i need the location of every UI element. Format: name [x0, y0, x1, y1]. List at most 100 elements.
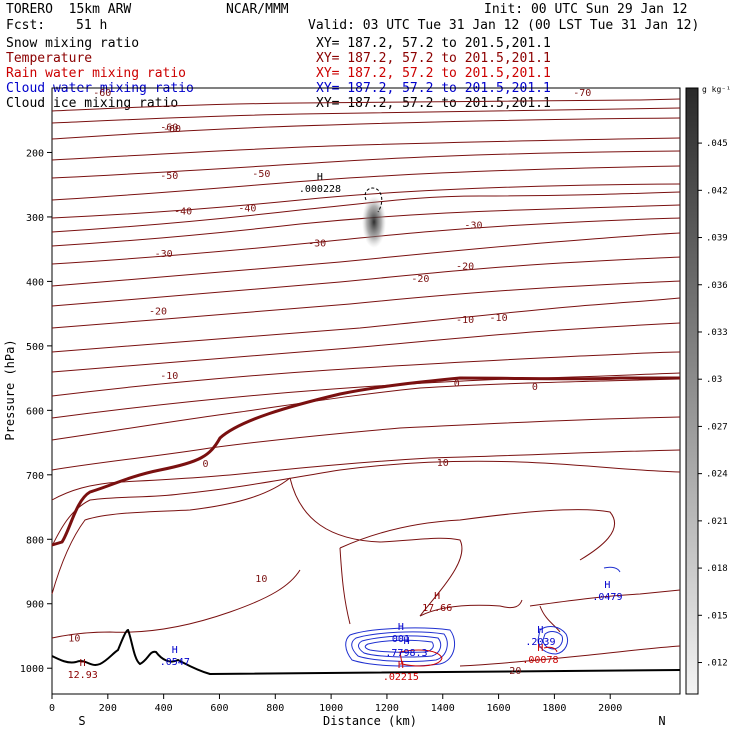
colorbar-tick-label: .045: [706, 139, 728, 149]
x-tick-label: 400: [155, 703, 173, 714]
maximum-marker-h: H: [398, 660, 404, 671]
freezing-level-contour: [51, 376, 680, 547]
x-tick-label: 1200: [375, 703, 399, 714]
y-axis-title: Pressure (hPa): [3, 339, 17, 440]
temperature-contour-label: 0: [532, 382, 538, 393]
maximum-value-label: .02215: [383, 672, 419, 683]
temperature-contour-label: 0: [202, 459, 208, 470]
maximum-value-label: 12.93: [68, 670, 98, 681]
y-tick-label: 300: [26, 213, 44, 224]
cloud-water-contours: [345, 566, 621, 667]
temperature-contour-label: 10: [255, 574, 267, 585]
maximum-marker-h: H: [403, 636, 409, 647]
y-tick-label: 1000: [20, 664, 44, 675]
colorbar-tick-label: .015: [706, 611, 728, 621]
valid-label: Valid: 03 UTC Tue 31 Jan 12 (00 LST Tue …: [308, 18, 700, 33]
temperature-contours: [51, 98, 681, 667]
maximum-value-label: .0479: [592, 592, 622, 603]
field-xy-snow: XY= 187.2, 57.2 to 201.5,201.1: [316, 36, 551, 51]
field-xy-cloud-ice: XY= 187.2, 57.2 to 201.5,201.1: [316, 96, 551, 111]
temperature-contour-label: -60: [163, 124, 181, 135]
temperature-contour-label: -30: [464, 221, 482, 232]
x-tick-label: 1000: [319, 703, 343, 714]
x-tick-label: 800: [266, 703, 284, 714]
temperature-contour-label: 20: [509, 666, 521, 677]
field-xy-temperature: XY= 187.2, 57.2 to 201.5,201.1: [316, 51, 551, 66]
maximum-value-label: .00078: [522, 655, 558, 666]
temperature-contour-label: -40: [174, 206, 192, 217]
colorbar-tick-label: .024: [706, 470, 728, 480]
y-tick-label: 900: [26, 600, 44, 611]
colorbar-ticks: .012 .015 .018 .021 .024 .027 .03 .033 .036 .039.…: [698, 139, 728, 669]
rain-water-contours: [399, 646, 558, 667]
temperature-contour-label: 10: [437, 458, 449, 469]
temperature-contour-label: -40: [238, 203, 256, 214]
colorbar-tick-label: .03: [706, 375, 722, 385]
maximum-marker-h: H: [80, 658, 86, 669]
temperature-contour-label: 10: [68, 633, 80, 644]
maximum-value-label: 001: [392, 634, 410, 645]
colorbar: [685, 87, 699, 695]
x-tick-label: 600: [210, 703, 228, 714]
center-label: NCAR/MMM: [226, 2, 289, 17]
colorbar-tick-label: .018: [706, 564, 728, 574]
y-tick-label: 400: [26, 277, 44, 288]
field-label-temperature: Temperature: [6, 51, 93, 66]
maximum-value-label: .000228: [299, 184, 341, 195]
y-tick-label: 200: [26, 148, 44, 159]
maximum-marker-h: H: [172, 645, 178, 656]
model-label: TORERO 15km ARW: [6, 2, 132, 17]
fcst-value: 51 h: [76, 18, 108, 33]
maximum-value-label: .7798.3: [385, 648, 427, 659]
maximum-marker-h: H: [604, 580, 610, 591]
x-tick-label: 0: [49, 703, 55, 714]
y-tick-label: 700: [26, 471, 44, 482]
x-axis-ticks: 0 200 400 600 800 1000 1200 1400 1600 1800 2000: [49, 694, 622, 714]
colorbar-tick-label: .033: [706, 328, 728, 338]
maximum-marker-h: H: [434, 591, 440, 602]
temperature-contour-label: -60: [93, 88, 111, 99]
terrain-profile: [51, 628, 681, 676]
field-label-snow: Snow mixing ratio: [6, 36, 140, 51]
x-tick-label: 2000: [598, 703, 622, 714]
colorbar-tick-label: .027: [706, 422, 728, 432]
colorbar-tick-label: .039: [706, 234, 728, 244]
plot-frame: [51, 87, 681, 695]
endpoint-north-label: N: [658, 714, 665, 728]
colorbar-unit: g kg⁻¹: [702, 85, 731, 94]
endpoint-south-label: S: [78, 714, 85, 728]
temperature-contour-label: -10: [456, 315, 474, 326]
temperature-contour-label: -60: [160, 123, 178, 134]
y-tick-label: 600: [26, 406, 44, 417]
temperature-contour-label: -20: [411, 274, 429, 285]
x-tick-label: 200: [99, 703, 117, 714]
y-tick-label: 500: [26, 342, 44, 353]
temperature-contour-label: 0: [454, 379, 460, 390]
colorbar-tick-label: .036: [706, 281, 728, 291]
maximum-value-label: .0547: [160, 657, 190, 668]
temperature-contour-label: -30: [155, 249, 173, 260]
temperature-contour-label: -20: [456, 261, 474, 272]
temperature-contour-label: -10: [160, 371, 178, 382]
maximum-marker-h: H: [537, 643, 543, 654]
colorbar-tick-label: .042: [706, 186, 728, 196]
temperature-contour-label: -30: [308, 239, 326, 250]
maximum-marker-h: H: [317, 172, 323, 183]
field-label-rain: Rain water mixing ratio: [6, 66, 187, 81]
temperature-contour-label: -20: [149, 306, 167, 317]
y-axis-ticks: 200 300 400 500 600 700 800 900 1000: [20, 148, 52, 675]
temperature-contour-label: -50: [160, 171, 178, 182]
temperature-contour-label: -10: [490, 313, 508, 324]
maximum-value-label: .2039: [525, 637, 555, 648]
maximum-value-label: 17.66: [422, 603, 452, 614]
temperature-contour-label: -70: [573, 88, 591, 99]
colorbar-tick-label: .012: [706, 659, 728, 669]
maximum-marker-h: H: [398, 622, 404, 633]
temperature-contour-label: -50: [252, 169, 270, 180]
cloud-ice-shading: [362, 196, 386, 248]
fcst-label: Fcst:: [6, 18, 46, 33]
temperature-contour-labels: -60 -70-60-60-50 -50-40 -40-30-30-30-20-20-…: [68, 88, 591, 677]
init-label: Init: 00 UTC Sun 29 Jan 12: [484, 2, 688, 17]
x-axis-title: Distance (km): [323, 714, 417, 728]
